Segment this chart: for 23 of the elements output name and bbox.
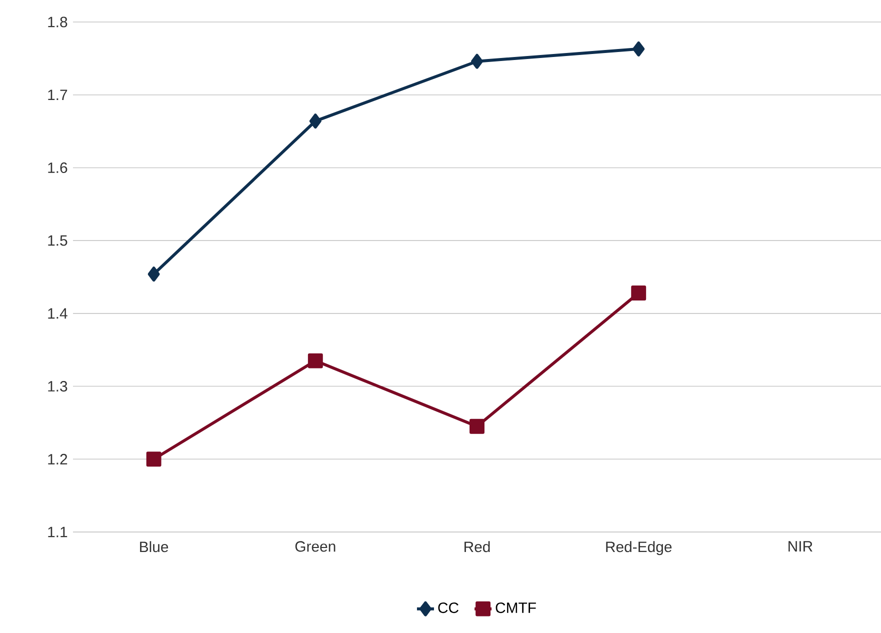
y-tick-label: 1.4 — [48, 308, 68, 319]
point — [470, 418, 484, 434]
point — [309, 114, 322, 129]
y-tick-label: 1.5 — [48, 235, 68, 246]
y-tick-label: 1.6 — [48, 162, 68, 173]
x-tick-label: NIR — [788, 541, 812, 552]
point — [471, 54, 483, 69]
legend-label: CMTF — [496, 602, 536, 614]
legend-label: CC — [438, 602, 458, 614]
x-tick-label: Green — [295, 541, 336, 552]
point — [146, 452, 162, 467]
y-tick-label: 1.3 — [48, 380, 68, 392]
point — [308, 353, 323, 368]
y-tick-label: 1.1 — [48, 526, 68, 538]
y-tick-label: 1.8 — [48, 16, 68, 28]
x-tick-label: Red-Edge — [606, 541, 672, 556]
x-tick-label: Red — [464, 541, 490, 552]
y-tick-label: 1.2 — [48, 454, 68, 464]
y-tick-label: 1.7 — [48, 90, 68, 100]
point — [632, 41, 645, 56]
point — [631, 286, 646, 301]
point — [148, 266, 160, 282]
x-tick-label: Blue — [140, 541, 168, 552]
